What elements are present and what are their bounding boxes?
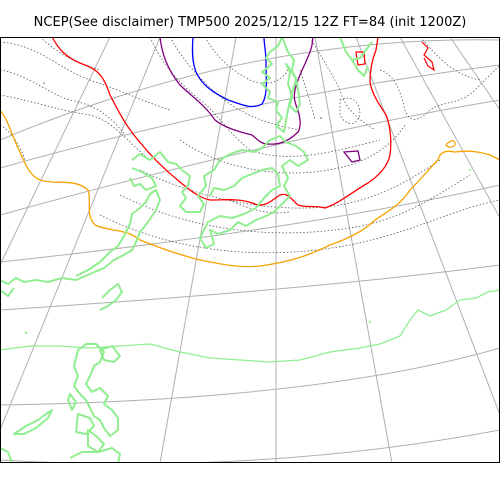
isotherm-purple-blob [342, 150, 361, 163]
isotherm-blue-line [191, 37, 267, 108]
map-title: NCEP(See disclaimer) TMP500 2025/12/15 1… [33, 15, 467, 30]
isotherm-red-blob-2 [421, 41, 435, 72]
isotherm-purple-line [159, 37, 314, 145]
dotted-contours [0, 37, 500, 254]
coastlines [0, 37, 500, 463]
isotherm-orange-blob [445, 140, 456, 148]
isotherm-red-line [51, 37, 392, 209]
station-dots [24, 82, 471, 335]
isotherm-orange-line [0, 109, 500, 268]
isotherm-red-blob-1 [355, 51, 366, 66]
